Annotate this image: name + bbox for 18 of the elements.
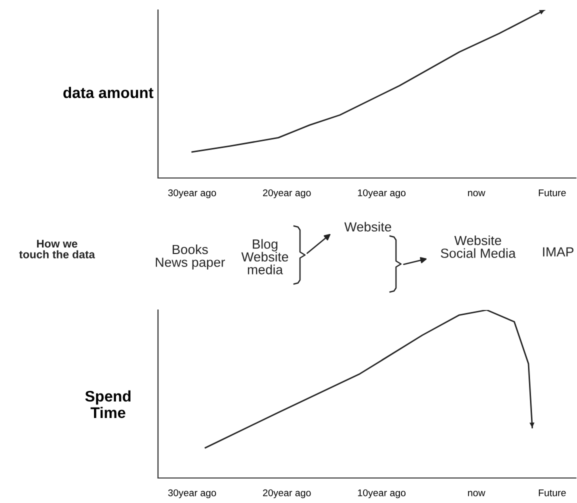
text: Blog Website media: [241, 239, 288, 274]
text: IMAP: [543, 247, 574, 256]
y-axis-title: data amount: [63, 86, 154, 98]
y-axis-title: Spend Time: [85, 390, 130, 418]
x-tick-label: Future: [538, 189, 566, 196]
x-tick-label: 30year ago: [168, 189, 216, 198]
x-tick-label: 20year ago: [263, 189, 311, 198]
x-tick-label: now: [468, 190, 486, 196]
text: Website Social Media: [440, 235, 516, 258]
text: How we touch the data: [19, 240, 96, 258]
x-tick-label: 10year ago: [358, 489, 406, 498]
x-tick-label: Future: [538, 489, 566, 496]
x-tick-label: 10year ago: [358, 189, 406, 198]
x-tick-label: 30year ago: [168, 489, 216, 498]
text: Books News paper: [156, 244, 225, 270]
x-tick-label: 20year ago: [263, 489, 311, 498]
x-tick-label: now: [468, 490, 486, 496]
text: Website: [344, 222, 392, 232]
